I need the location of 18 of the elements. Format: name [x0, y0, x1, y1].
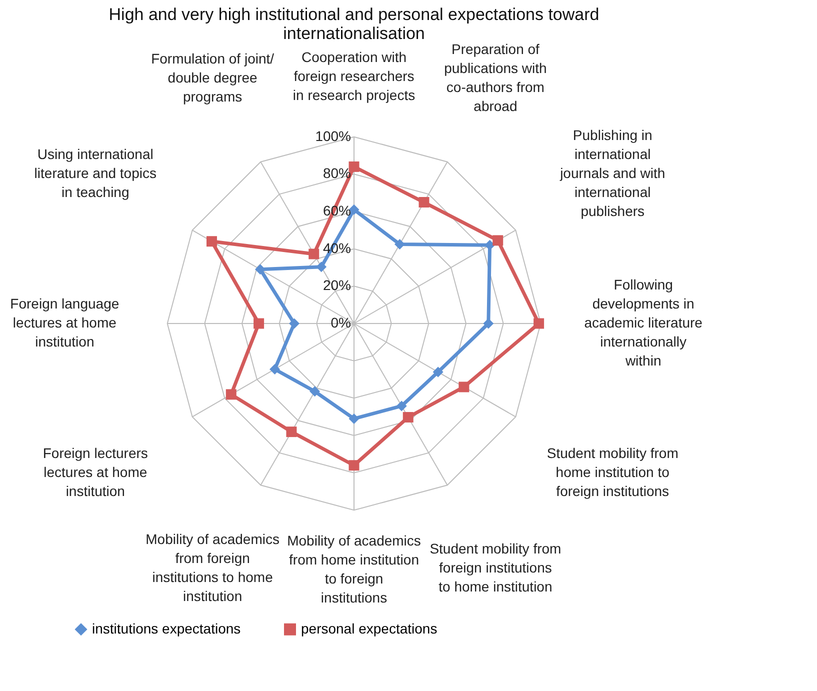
chart-title: High and very high institutional and personal expectations toward internationalisation [108, 5, 600, 44]
spoke-label: Following developments in academic literature internationally within [584, 276, 703, 368]
y-tick-label: 20% [322, 277, 351, 294]
spoke-label: Formulation of joint/ double degree programs [151, 50, 274, 105]
legend-label: personal expectations [301, 620, 438, 636]
spoke-label: Student mobility from home institution to foreign institutions [546, 444, 678, 499]
spoke-label: Using international literature and topics in teaching [34, 146, 156, 200]
spoke-label: Mobility of academics from foreign institutions to home institution [146, 530, 280, 604]
spoke-label: Foreign lecturers lectures at home institution [42, 444, 148, 499]
spoke-label: Preparation of publications with co-authors from abroad [444, 41, 547, 114]
spoke-label: Foreign language lectures at home institution [10, 296, 120, 350]
spoke-label: Mobility of academics from home institution to foreign institutions [287, 532, 421, 606]
y-tick-label: 100% [315, 128, 351, 144]
spoke-label: Cooperation with foreign researchers in research projects [292, 49, 416, 104]
y-tick-label: 0% [330, 314, 351, 330]
legend-label: institutions expectations [92, 620, 241, 636]
spoke-label: Student mobility from foreign institutions to home institution [430, 540, 562, 594]
spoke-label: Publishing in international journals and with international publishers [559, 127, 666, 220]
